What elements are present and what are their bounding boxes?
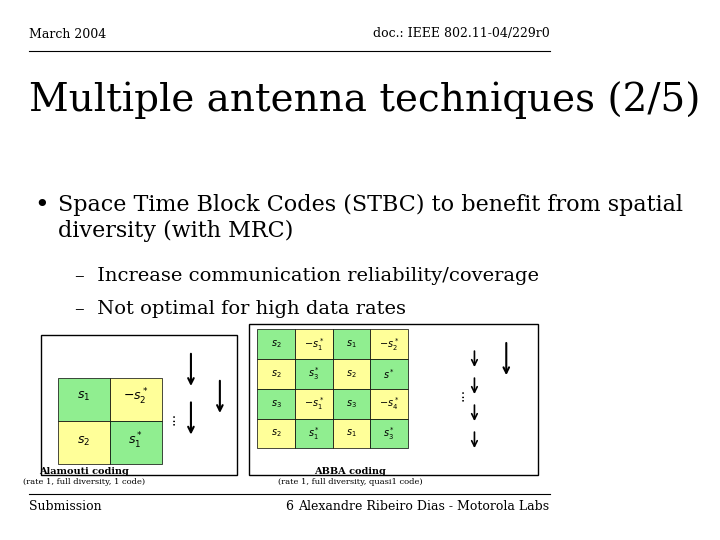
Bar [58, 378, 110, 421]
Bar [58, 421, 110, 464]
Bar [258, 418, 295, 448]
Text: $s_2$: $s_2$ [271, 368, 282, 380]
Text: $s_2$: $s_2$ [271, 339, 282, 350]
Text: $s_1$: $s_1$ [77, 390, 91, 403]
Text: $s_2$: $s_2$ [77, 435, 91, 448]
Bar [258, 329, 295, 359]
Text: $-s_1^*$: $-s_1^*$ [304, 395, 324, 412]
Bar [370, 359, 408, 389]
Bar [295, 389, 333, 419]
Text: $s_1^*$: $s_1^*$ [128, 431, 143, 451]
Bar [370, 329, 408, 359]
Bar [295, 359, 333, 389]
Text: Alamouti coding: Alamouti coding [39, 467, 129, 476]
Bar [333, 389, 370, 419]
Bar [370, 418, 408, 448]
Text: $s_1$: $s_1$ [346, 339, 357, 350]
Text: ...: ... [453, 388, 467, 401]
Text: Submission: Submission [29, 500, 102, 512]
Bar [370, 389, 408, 419]
Bar [333, 359, 370, 389]
Text: –  Not optimal for high data rates: – Not optimal for high data rates [75, 300, 406, 318]
Text: $s_3^*$: $s_3^*$ [308, 366, 320, 382]
Bar [295, 329, 333, 359]
Text: $-s_4^*$: $-s_4^*$ [379, 395, 399, 412]
Bar [249, 324, 538, 475]
Text: $-s_2^*$: $-s_2^*$ [123, 387, 149, 407]
Text: $s_3$: $s_3$ [271, 398, 282, 409]
Text: ...: ... [163, 412, 178, 425]
Text: (rate 1, full diversity, 1 code): (rate 1, full diversity, 1 code) [23, 478, 145, 486]
Text: Space Time Block Codes (STBC) to benefit from spatial diversity (with MRC): Space Time Block Codes (STBC) to benefit… [58, 194, 683, 242]
Text: $s_1$: $s_1$ [346, 428, 357, 439]
Text: March 2004: March 2004 [29, 28, 106, 40]
Bar [333, 329, 370, 359]
Bar [258, 359, 295, 389]
Text: $s^*$: $s^*$ [383, 367, 395, 381]
Text: ABBA coding: ABBA coding [314, 467, 386, 476]
Text: $s_3^*$: $s_3^*$ [383, 425, 395, 442]
Bar [258, 389, 295, 419]
Bar [333, 418, 370, 448]
Text: Alexandre Ribeiro Dias - Motorola Labs: Alexandre Ribeiro Dias - Motorola Labs [299, 500, 549, 512]
Text: 6: 6 [285, 500, 293, 512]
Bar [110, 421, 162, 464]
Bar [40, 335, 237, 475]
Text: –  Increase communication reliability/coverage: – Increase communication reliability/cov… [75, 267, 539, 285]
Text: $-s_1^*$: $-s_1^*$ [304, 336, 324, 353]
Text: $s_1^*$: $s_1^*$ [308, 425, 320, 442]
Text: $s_2$: $s_2$ [271, 428, 282, 439]
Bar [110, 378, 162, 421]
Text: $-s_2^*$: $-s_2^*$ [379, 336, 399, 353]
Text: (rate 1, full diversity, quasi1 code): (rate 1, full diversity, quasi1 code) [278, 478, 423, 486]
Text: $s_2$: $s_2$ [346, 368, 357, 380]
Text: Multiple antenna techniques (2/5): Multiple antenna techniques (2/5) [29, 81, 701, 119]
Text: •: • [35, 194, 50, 218]
Bar [295, 418, 333, 448]
Text: $s_3$: $s_3$ [346, 398, 357, 409]
Text: doc.: IEEE 802.11-04/229r0: doc.: IEEE 802.11-04/229r0 [373, 28, 549, 40]
